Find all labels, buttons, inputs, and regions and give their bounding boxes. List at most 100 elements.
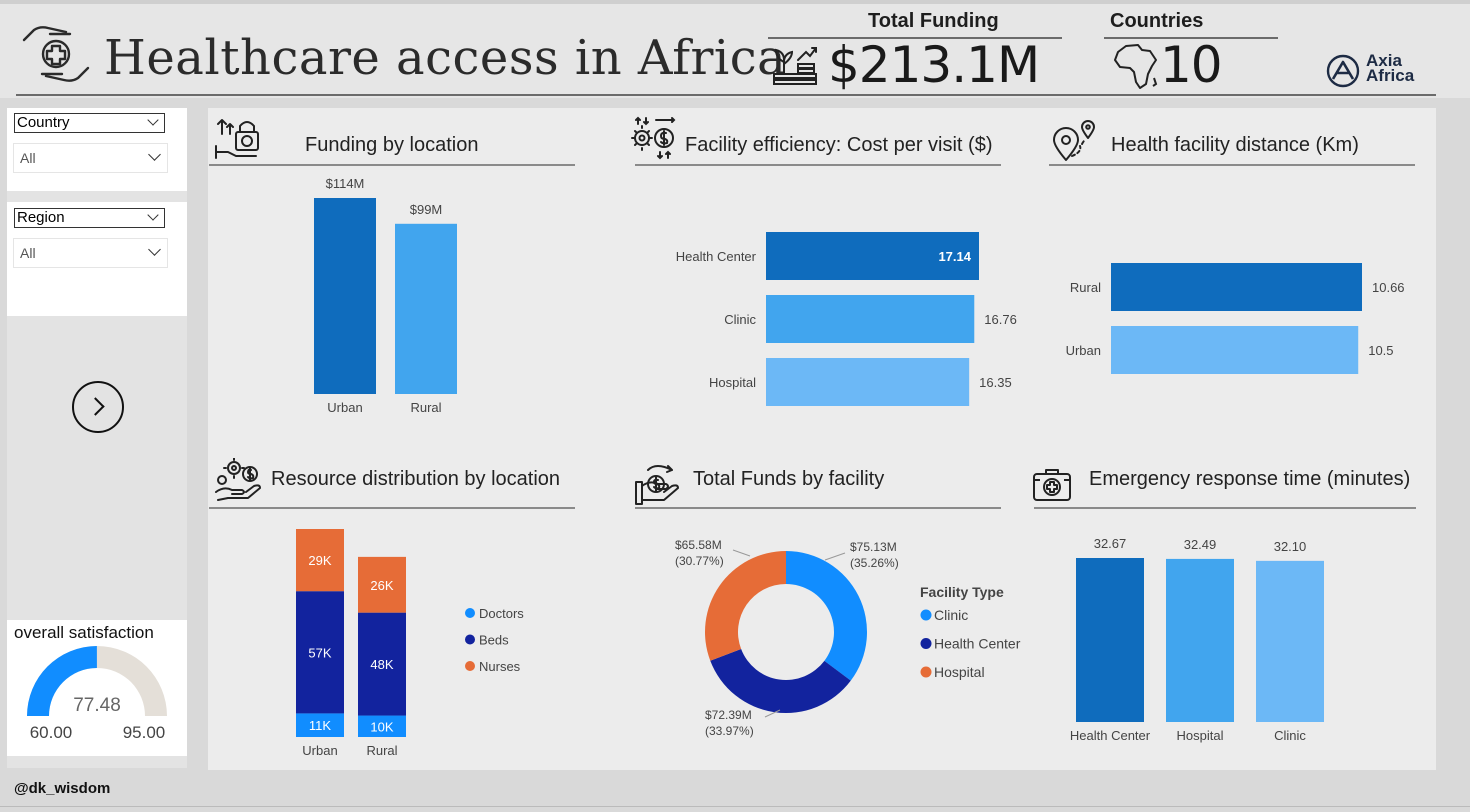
resource-distribution-chart: 11K 57K 29K Urban 10K 48K 26K Rural Doctors Beds N… xyxy=(296,529,524,758)
next-page-button[interactable] xyxy=(72,381,124,433)
chevron-down-icon xyxy=(147,114,159,126)
emergency-response-chart: 32.67 Health Center 32.49 Hospital 32.10 Clin… xyxy=(1070,536,1324,743)
page-title: Healthcare access in Africa xyxy=(104,30,787,86)
emergency-bar-clinic xyxy=(1256,560,1324,722)
hands-cross-icon xyxy=(22,26,90,82)
hand-money-icon xyxy=(635,465,679,505)
emergency-data-label: 32.67 xyxy=(1094,536,1127,551)
distance-category-label: Urban xyxy=(1066,343,1101,358)
resource-title-divider xyxy=(209,507,575,509)
resource-bar-urban-doctors xyxy=(296,713,344,737)
emergency-category-label: Hospital xyxy=(1177,728,1224,743)
resource-data-label: 57K xyxy=(308,645,331,660)
region-slicer-header[interactable]: Region xyxy=(14,208,165,228)
funding-chart-title: Funding by location xyxy=(305,134,479,156)
hand-gear-icon xyxy=(215,458,261,501)
author-handle: @dk_wisdom xyxy=(14,780,111,797)
chevron-down-icon xyxy=(148,243,161,256)
resource-bar-rural-beds xyxy=(358,612,406,716)
legend-label-clinic: Clinic xyxy=(934,607,968,623)
emergency-chart-title: Emergency response time (minutes) xyxy=(1089,468,1411,490)
funding-category-label: Urban xyxy=(327,400,362,415)
gauge-fill xyxy=(27,646,97,716)
donut-slice-clinic xyxy=(786,551,867,681)
emergency-bar-health-center xyxy=(1076,558,1144,722)
funding-bar-urban xyxy=(314,198,376,394)
resource-data-label: 26K xyxy=(370,578,393,593)
donut-slice-hospital xyxy=(705,551,786,661)
efficiency-data-label: 16.35 xyxy=(979,375,1012,390)
donut-legend-title: Facility Type xyxy=(920,584,1004,600)
legend-marker-health-center xyxy=(920,638,932,649)
efficiency-category-label: Clinic xyxy=(724,312,756,327)
donut-percent-label: (33.97%) xyxy=(705,724,754,738)
lock-funding-icon xyxy=(215,119,259,159)
total-funds-donut-chart: $75.13M (35.26%) $72.39M (33.97%) $65.58M (30… xyxy=(675,538,1021,738)
funding-title-divider xyxy=(209,164,575,166)
chevron-right-icon xyxy=(86,397,105,416)
chevron-down-icon xyxy=(148,148,161,161)
countries-label: Countries xyxy=(1110,10,1204,32)
efficiency-bar-health-center xyxy=(766,232,979,280)
efficiency-category-label: Health Center xyxy=(676,249,757,264)
emergency-category-label: Clinic xyxy=(1274,728,1306,743)
emergency-category-label: Health Center xyxy=(1070,728,1151,743)
distance-data-label: 10.66 xyxy=(1372,280,1405,295)
first-aid-kit-icon xyxy=(1033,469,1071,501)
legend-marker-beds xyxy=(465,634,475,645)
brand-line-2: Africa xyxy=(1366,66,1415,85)
legend-label-beds: Beds xyxy=(479,633,509,648)
emergency-bar-hospital xyxy=(1166,558,1234,722)
efficiency-title-divider xyxy=(635,164,1001,166)
efficiency-data-label: 16.76 xyxy=(984,312,1017,327)
funds-title-divider xyxy=(635,507,1001,509)
donut-slice-health-center xyxy=(710,649,851,713)
efficiency-bar-clinic xyxy=(766,295,975,343)
donut-percent-label: (30.77%) xyxy=(675,554,724,568)
legend-label-health-center: Health Center xyxy=(934,636,1021,652)
legend-label-doctors: Doctors xyxy=(479,606,524,621)
legend-marker-doctors xyxy=(465,608,475,618)
distance-title-divider xyxy=(1049,164,1415,166)
donut-leader-line xyxy=(764,709,781,718)
funding-bar-rural xyxy=(395,223,457,394)
gauge-value: 77.48 xyxy=(73,695,121,716)
funding-by-location-chart: $114M Urban $99M Rural xyxy=(314,176,457,415)
funding-data-label: $114M xyxy=(326,176,365,191)
donut-value-label: $65.58M xyxy=(675,538,722,552)
chevron-down-icon xyxy=(147,209,159,221)
resource-bar-rural-doctors xyxy=(358,715,406,737)
africa-map-icon xyxy=(1114,44,1158,89)
funds-chart-title: Total Funds by facility xyxy=(693,468,885,490)
donut-value-label: $75.13M xyxy=(850,540,897,554)
region-slicer-label: Region xyxy=(17,209,65,226)
distance-chart-title: Health facility distance (Km) xyxy=(1111,134,1359,156)
donut-value-label: $72.39M xyxy=(705,708,752,722)
distance-category-label: Rural xyxy=(1070,280,1101,295)
donut-leader-line xyxy=(824,552,846,561)
resource-chart-title: Resource distribution by location xyxy=(271,468,561,490)
resource-bar-urban-beds xyxy=(296,591,344,714)
efficiency-data-label: 17.14 xyxy=(938,249,971,264)
resource-data-label: 48K xyxy=(370,657,393,672)
legend-label-nurses: Nurses xyxy=(479,659,521,674)
legend-label-hospital: Hospital xyxy=(934,664,985,680)
countries-divider xyxy=(1104,37,1278,39)
countries-value: 10 xyxy=(1160,36,1223,94)
header-divider xyxy=(16,94,1436,96)
axia-logo-icon xyxy=(1326,54,1360,88)
total-funding-value: $213.1M xyxy=(828,36,1040,94)
efficiency-chart-title: Facility efficiency: Cost per visit ($) xyxy=(685,134,993,156)
country-dropdown[interactable]: All xyxy=(13,143,168,173)
funding-data-label: $99M xyxy=(410,202,443,217)
distance-data-label: 10.5 xyxy=(1368,343,1393,358)
brand-logo-text: Axia Africa xyxy=(1366,51,1415,85)
footer-divider xyxy=(0,806,1470,807)
resource-data-label: 29K xyxy=(308,553,331,568)
brand-line-1: Axia xyxy=(1366,51,1402,70)
money-plant-icon xyxy=(773,47,817,85)
region-dropdown[interactable]: All xyxy=(13,238,168,268)
donut-percent-label: (35.26%) xyxy=(850,556,899,570)
country-slicer-header[interactable]: Country xyxy=(14,113,165,133)
gear-dollar-icon xyxy=(631,116,676,160)
